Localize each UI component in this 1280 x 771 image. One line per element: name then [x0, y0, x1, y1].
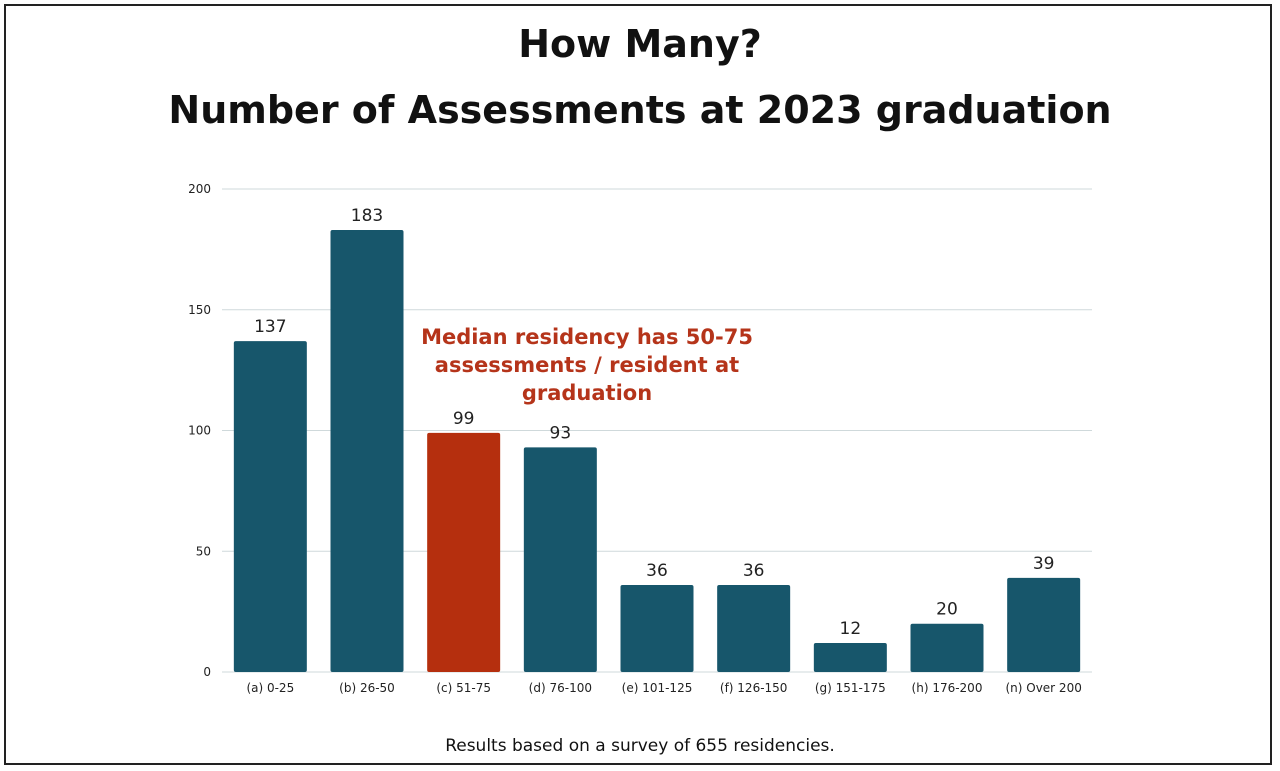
bar	[910, 623, 984, 672]
bar	[233, 341, 307, 672]
bar	[523, 447, 597, 672]
y-tick-label: 150	[188, 303, 211, 317]
x-tick-label: (n) Over 200	[1005, 681, 1081, 695]
bar	[427, 432, 501, 672]
chart-subtitle: Number of Assessments at 2023 graduation	[168, 88, 1112, 132]
data-label: 36	[646, 561, 668, 581]
y-tick-label: 50	[196, 544, 211, 558]
bar	[1007, 577, 1081, 672]
x-tick-label: (c) 51-75	[436, 681, 491, 695]
data-label: 99	[453, 409, 475, 429]
x-tick-label: (e) 101-125	[622, 681, 693, 695]
chart-title: How Many?	[518, 22, 762, 66]
chart-footnote: Results based on a survey of 655 residen…	[445, 736, 835, 756]
x-tick-label: (a) 0-25	[246, 681, 294, 695]
data-label: 12	[840, 619, 862, 639]
bar	[813, 643, 887, 672]
data-label: 183	[351, 206, 383, 226]
data-label: 39	[1033, 554, 1055, 574]
y-tick-label: 0	[203, 665, 211, 679]
data-label: 137	[254, 317, 286, 337]
data-label: 20	[936, 600, 958, 620]
data-label: 36	[743, 561, 765, 581]
y-tick-label: 100	[188, 424, 211, 438]
x-tick-label: (d) 76-100	[529, 681, 592, 695]
median-annotation: Median residency has 50-75 assessments /…	[421, 325, 753, 405]
x-tick-label: (g) 151-175	[815, 681, 886, 695]
bar	[717, 585, 791, 672]
x-tick-label: (f) 126-150	[720, 681, 788, 695]
y-tick-label: 200	[188, 182, 211, 196]
bar	[330, 230, 404, 672]
bar	[620, 585, 694, 672]
x-tick-label: (b) 26-50	[339, 681, 395, 695]
data-label: 93	[550, 423, 572, 443]
x-tick-label: (h) 176-200	[912, 681, 983, 695]
